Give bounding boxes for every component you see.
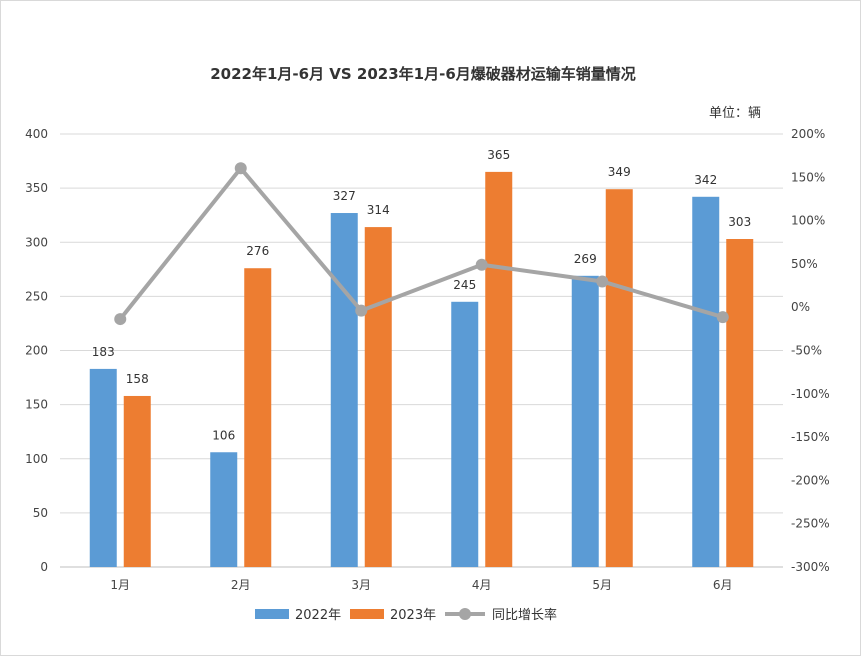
bar-2023 bbox=[364, 227, 392, 567]
left-axis-ticks: 0 50 100 150 200 250 300 350 400 bbox=[25, 127, 48, 574]
growth-rate-point bbox=[716, 311, 729, 324]
right-axis-tick-label: -100% bbox=[791, 387, 830, 401]
bar-data-label: 303 bbox=[728, 215, 751, 229]
right-axis-tick-label: -250% bbox=[791, 517, 830, 531]
bar-data-label: 365 bbox=[487, 148, 510, 162]
left-axis-tick-label: 150 bbox=[25, 398, 48, 412]
x-axis-tick-label: 4月 bbox=[472, 578, 492, 592]
x-axis-tick-label: 1月 bbox=[110, 578, 130, 592]
left-axis-tick-label: 100 bbox=[25, 452, 48, 466]
growth-rate-point bbox=[114, 313, 127, 326]
right-axis-tick-label: 50% bbox=[791, 257, 818, 271]
growth-rate-point bbox=[234, 162, 247, 175]
x-axis-tick-label: 3月 bbox=[351, 578, 371, 592]
bar-data-label: 269 bbox=[574, 252, 597, 266]
growth-rate-point bbox=[355, 304, 368, 317]
right-axis-tick-label: 150% bbox=[791, 170, 825, 184]
bar-data-label: 183 bbox=[92, 345, 115, 359]
bar-data-label: 327 bbox=[333, 189, 356, 203]
x-axis-tick-label: 2月 bbox=[231, 578, 251, 592]
legend-label: 2022年 bbox=[295, 608, 341, 623]
right-axis-tick-label: -150% bbox=[791, 430, 830, 444]
bar-data-label: 349 bbox=[608, 165, 631, 179]
left-axis-tick-label: 400 bbox=[25, 127, 48, 141]
right-axis-tick-label: 200% bbox=[791, 127, 825, 141]
bar-data-label: 314 bbox=[367, 203, 390, 217]
x-axis-tick-label: 6月 bbox=[713, 578, 733, 592]
x-axis-tick-label: 5月 bbox=[592, 578, 612, 592]
legend-swatch-2022年 bbox=[255, 609, 289, 619]
right-axis-tick-label: 0% bbox=[791, 300, 810, 314]
bar-data-label: 342 bbox=[694, 173, 717, 187]
legend-swatch-marker bbox=[459, 608, 471, 620]
bar-data-label: 245 bbox=[453, 278, 476, 292]
bar-2023 bbox=[605, 189, 633, 567]
bar-data-label: 106 bbox=[212, 428, 235, 442]
growth-rate-point bbox=[596, 275, 609, 288]
gridlines bbox=[60, 133, 783, 568]
legend-label: 2023年 bbox=[390, 608, 436, 623]
legend-label: 同比增长率 bbox=[492, 607, 557, 623]
bar-data-label: 276 bbox=[246, 244, 269, 258]
left-axis-tick-label: 0 bbox=[40, 560, 48, 574]
bar-data-label: 158 bbox=[126, 372, 149, 386]
unit-label: 单位：辆 bbox=[709, 106, 761, 121]
bar-2023 bbox=[244, 268, 272, 567]
bars bbox=[89, 171, 754, 567]
left-axis-tick-label: 300 bbox=[25, 235, 48, 249]
growth-line bbox=[114, 162, 729, 326]
bar-2022 bbox=[89, 368, 117, 567]
bar-2022 bbox=[330, 213, 358, 567]
right-axis-ticks: -300% -250% -200% -150% -100% -50% 0% 50% 100% 15… bbox=[791, 127, 830, 574]
left-axis-tick-label: 200 bbox=[25, 344, 48, 358]
growth-rate-point bbox=[475, 258, 488, 271]
bar-2022 bbox=[210, 452, 238, 567]
bar-data-labels: 183 158 106 276 327 314 245 365 269 349 342 303 bbox=[92, 148, 751, 442]
bar-2022 bbox=[571, 275, 599, 567]
bar-2023 bbox=[485, 171, 513, 567]
legend-swatch-2023年 bbox=[350, 609, 384, 619]
left-axis-tick-label: 50 bbox=[33, 506, 48, 520]
bar-2023 bbox=[123, 395, 151, 567]
bar-2022 bbox=[692, 196, 720, 567]
right-axis-tick-label: -200% bbox=[791, 473, 830, 487]
right-axis-tick-label: 100% bbox=[791, 214, 825, 228]
chart-title: 2022年1月-6月 VS 2023年1月-6月爆破器材运输车销量情况 bbox=[210, 65, 636, 83]
bar-2023 bbox=[726, 239, 754, 567]
bar-2022 bbox=[451, 301, 479, 567]
growth-rate-line bbox=[118, 166, 724, 321]
right-axis-tick-label: -300% bbox=[791, 560, 830, 574]
left-axis-tick-label: 350 bbox=[25, 181, 48, 195]
right-axis-tick-label: -50% bbox=[791, 344, 822, 358]
left-axis-tick-label: 250 bbox=[25, 289, 48, 303]
x-axis-ticks: 1月 2月 3月 4月 5月 6月 bbox=[110, 578, 732, 592]
legend: 2022年 2023年 同比增长率 bbox=[255, 607, 557, 623]
